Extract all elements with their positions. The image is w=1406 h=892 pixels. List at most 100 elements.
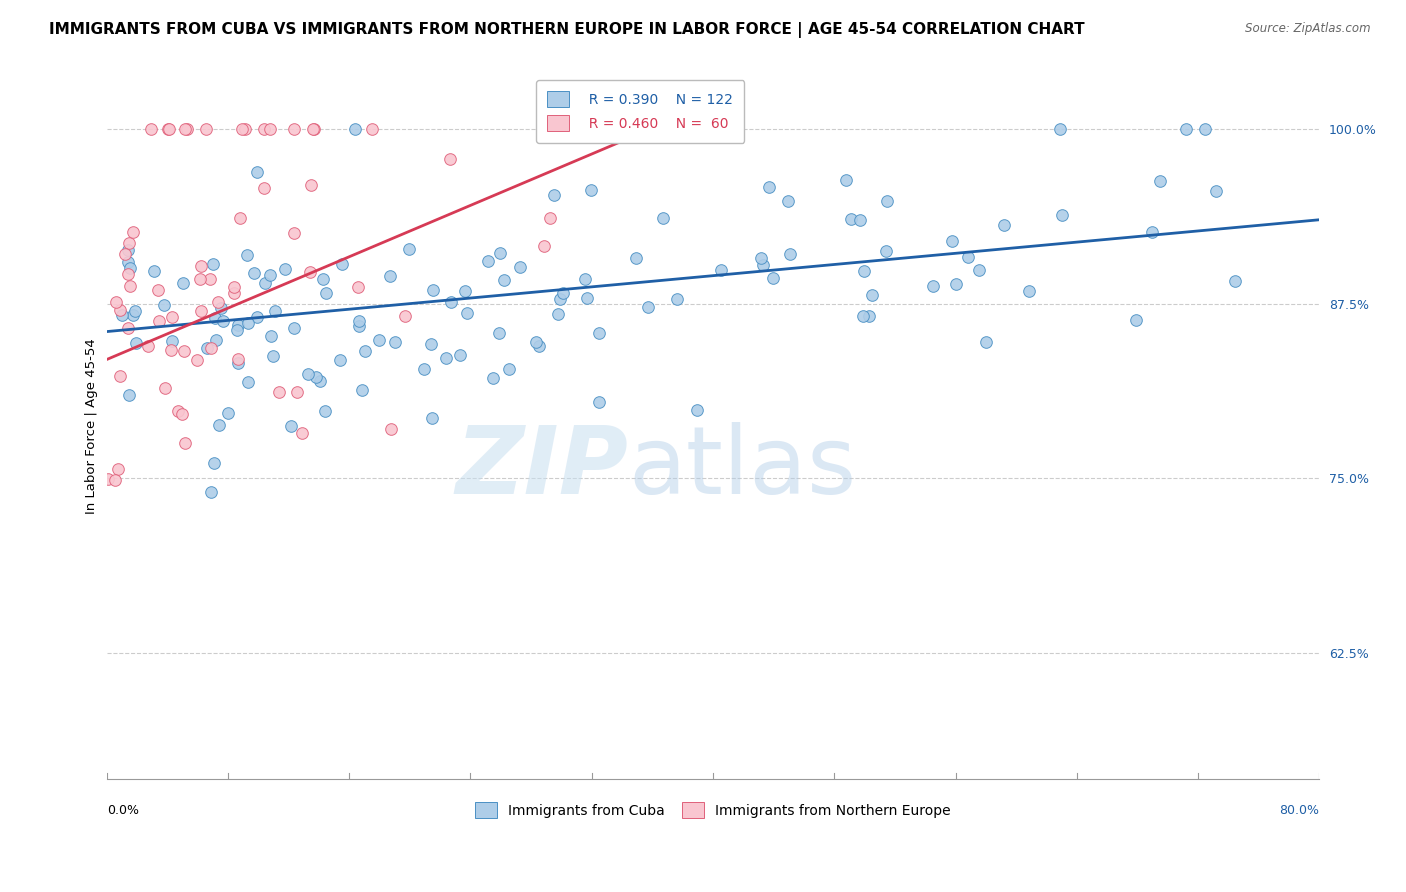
Point [226,356,249,370]
Text: IMMIGRANTS FROM CUBA VS IMMIGRANTS FROM NORTHERN EUROPE IN LABOR FORCE | AGE 45-: IMMIGRANTS FROM CUBA VS IMMIGRANTS FROM … [49,22,1085,38]
Point [118,388,141,402]
Text: Source: ZipAtlas.com: Source: ZipAtlas.com [1246,22,1371,36]
Point [494,273,516,287]
Point [302,122,325,136]
Point [548,292,571,306]
Point [204,333,226,347]
Point [194,122,217,136]
Point [751,258,773,272]
Point [176,122,198,136]
Point [120,278,142,293]
Point [624,251,647,265]
Point [117,268,139,282]
Point [353,344,375,359]
Point [136,339,159,353]
Point [228,352,250,367]
Point [174,122,197,136]
Point [440,294,463,309]
Point [380,268,402,283]
Point [110,302,132,317]
Point [1174,122,1197,136]
Point [253,276,276,290]
Point [456,306,478,320]
Point [217,406,239,420]
Point [157,122,180,136]
Point [174,436,197,450]
Point [229,211,252,225]
Point [233,122,256,136]
Point [139,122,162,136]
Point [420,410,443,425]
Point [974,335,997,350]
Point [314,403,336,417]
Point [117,254,139,268]
Point [758,180,780,194]
Point [118,236,141,251]
Point [582,122,605,136]
Point [202,456,225,470]
Point [242,266,264,280]
Point [922,279,945,293]
Point [208,418,231,433]
Point [749,251,772,265]
Point [190,303,212,318]
Point [200,341,222,355]
Point [413,362,436,376]
Point [211,314,233,328]
Point [222,280,245,294]
Point [394,309,416,323]
Point [236,376,259,390]
Point [225,323,247,337]
Point [875,244,897,259]
Point [993,219,1015,233]
Point [283,122,305,136]
Point [588,395,610,409]
Point [384,335,406,350]
Point [1125,313,1147,327]
Point [666,292,689,306]
Point [297,368,319,382]
Point [117,244,139,258]
Point [153,381,176,395]
Point [157,122,180,136]
Point [710,262,733,277]
Point [107,462,129,476]
Point [361,122,384,136]
Point [945,277,967,292]
Point [146,283,169,297]
Point [267,385,290,400]
Point [280,418,302,433]
Point [762,270,785,285]
Point [283,227,305,241]
Point [1140,225,1163,239]
Point [209,301,232,315]
Point [124,304,146,318]
Point [226,318,249,332]
Point [117,320,139,334]
Point [579,183,602,197]
Point [1194,122,1216,136]
Point [852,310,875,324]
Point [343,122,366,136]
Point [368,334,391,348]
Point [114,246,136,260]
Point [779,246,801,260]
Point [352,384,374,398]
Point [160,343,183,358]
Point [849,213,872,227]
Point [195,341,218,355]
Point [153,298,176,312]
Point [302,122,325,136]
Y-axis label: In Labor Force | Age 45-54: In Labor Force | Age 45-54 [86,338,98,514]
Point [524,335,547,350]
Point [477,253,499,268]
Point [853,264,876,278]
Point [1223,274,1246,288]
Point [329,352,352,367]
Point [482,371,505,385]
Point [238,317,260,331]
Point [186,353,208,368]
Point [347,314,370,328]
Point [449,348,471,362]
Point [439,153,461,167]
